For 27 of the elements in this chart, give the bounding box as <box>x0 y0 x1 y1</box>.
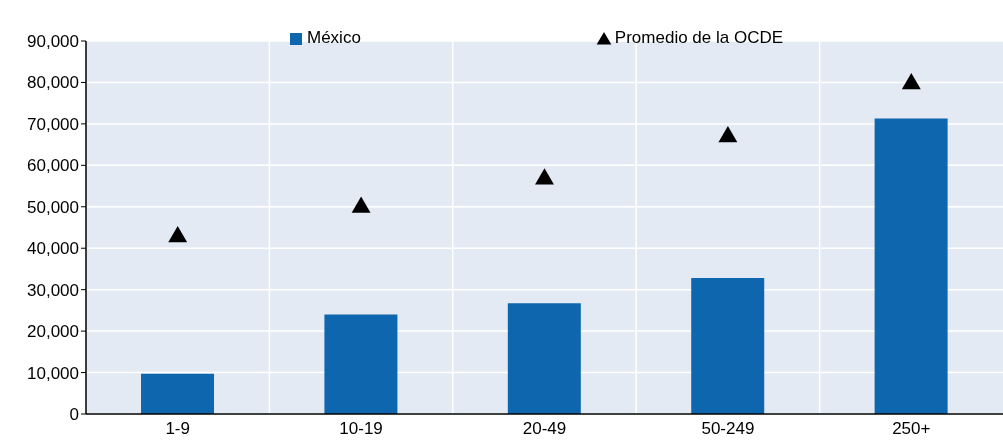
point <box>535 168 554 185</box>
point <box>901 73 921 90</box>
legend-label: Promedio de la OCDE <box>614 28 784 48</box>
x-tick-label: 50-249 <box>701 419 755 439</box>
x-tick-label: 1-9 <box>165 419 190 439</box>
y-tick-label: 50,000 <box>27 197 79 217</box>
y-tick-label: 60,000 <box>27 156 79 176</box>
x-tick-label: 20-49 <box>522 419 567 439</box>
y-tick-label: 90,000 <box>27 32 79 52</box>
y-tick-label: 80,000 <box>27 73 79 93</box>
x-tick-label: 10-19 <box>339 419 383 439</box>
bar <box>141 373 215 414</box>
bar <box>507 303 581 414</box>
point <box>718 126 738 143</box>
y-tick-label: 30,000 <box>27 280 79 300</box>
legend-label: México <box>307 28 361 48</box>
bar <box>874 118 948 414</box>
x-tick-label: 250+ <box>892 419 931 439</box>
y-tick-label: 10,000 <box>27 363 79 383</box>
y-tick-label: 70,000 <box>27 114 79 134</box>
bar <box>691 278 765 414</box>
y-tick-label: 0 <box>69 405 79 425</box>
y-tick-label: 40,000 <box>27 239 79 259</box>
bar <box>324 314 398 414</box>
point <box>168 225 188 243</box>
y-tick-label: 20,000 <box>27 322 79 342</box>
point <box>351 196 371 213</box>
